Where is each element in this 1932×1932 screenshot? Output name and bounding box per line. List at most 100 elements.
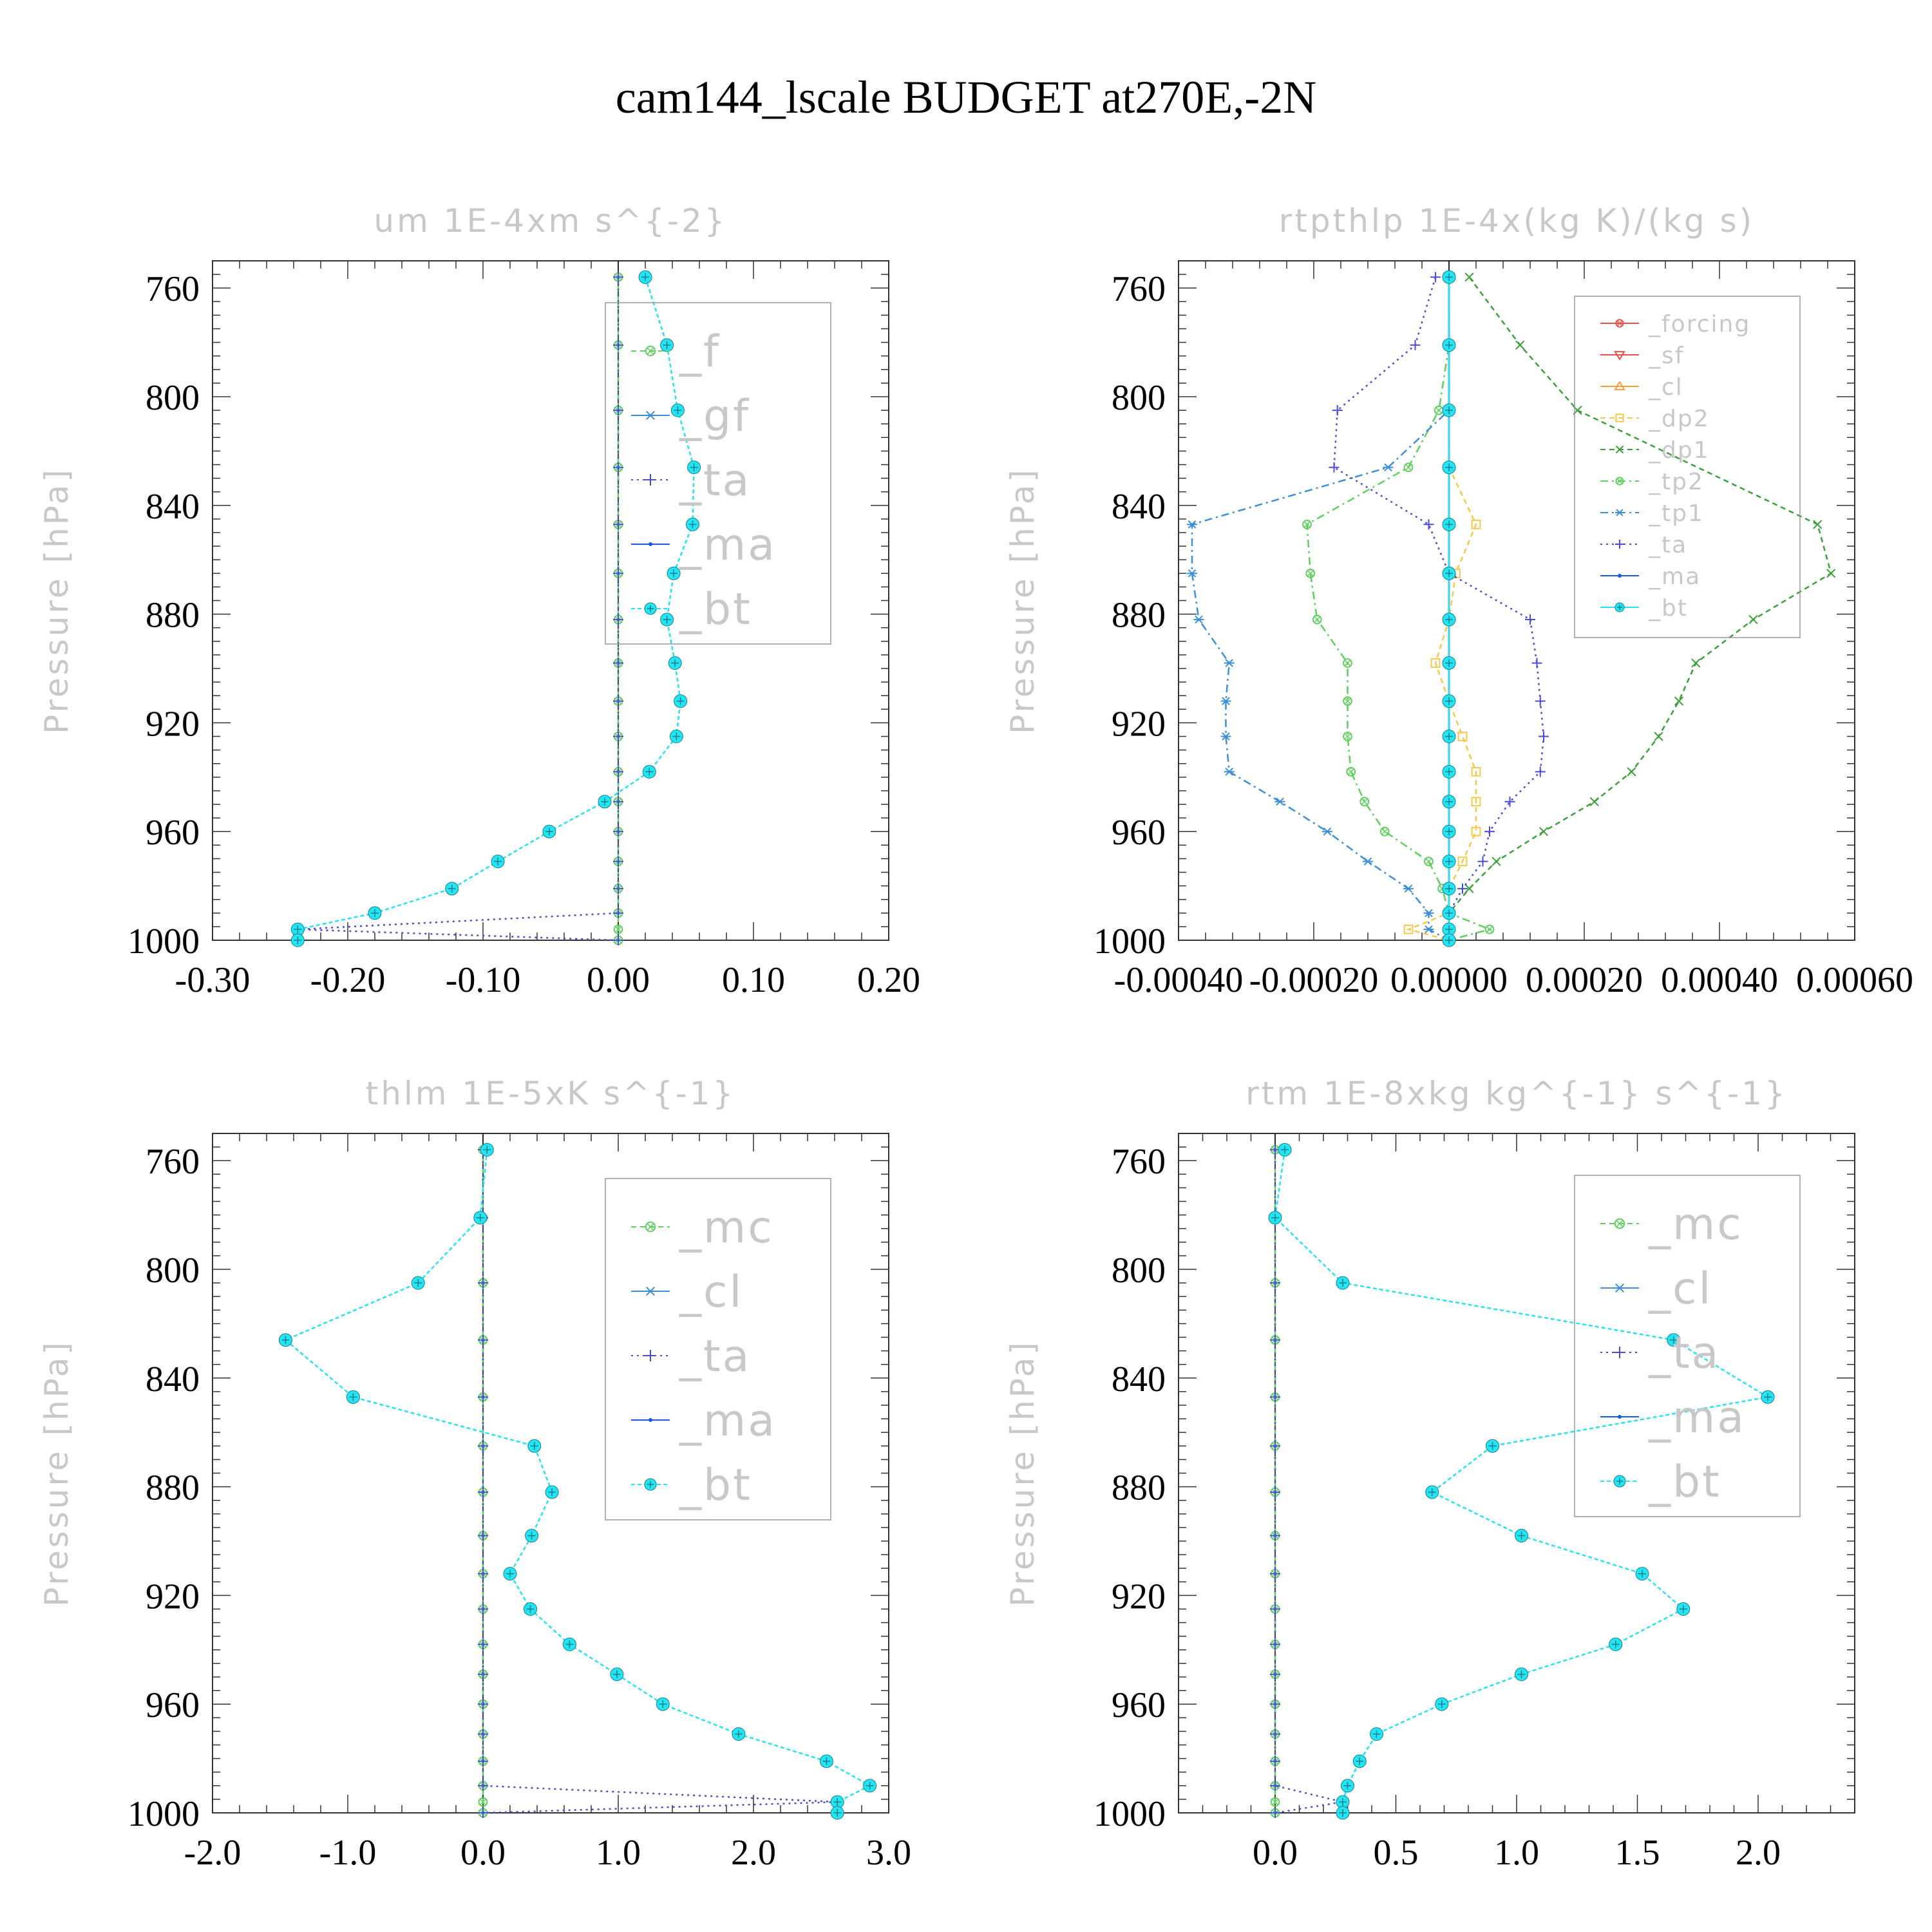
legend-label: _forcing [1648, 311, 1750, 337]
x-tick-label: 0.00020 [1526, 960, 1643, 1000]
legend-marker-ring-x2 [1616, 478, 1623, 484]
data-point-cross-b [1627, 767, 1636, 777]
series-dp1 [1444, 272, 1836, 945]
data-point-cross-b [1464, 272, 1474, 282]
data-point-ring-x2 [1347, 768, 1354, 775]
y-axis-label: Pressure [hPa] [38, 1340, 75, 1607]
legend-label: _ma [1648, 1392, 1746, 1443]
legend-marker-square [1615, 413, 1624, 422]
series-group [290, 270, 701, 947]
legend-label: _tp1 [1648, 500, 1704, 527]
legend-label: _tp2 [1648, 469, 1704, 495]
panel-title: rtpthlp 1E-4x(kg K)/(kg s) [1279, 202, 1754, 240]
data-point-star-b [1404, 884, 1413, 893]
legend-item: _dp1 [1600, 437, 1710, 464]
data-point-cross-b [1464, 884, 1474, 893]
panel-title: um 1E-4xm s^{-2} [374, 202, 727, 240]
y-tick-label: 960 [1112, 813, 1166, 853]
legend-label: _bt [1648, 1457, 1721, 1508]
legend-label: _dp1 [1648, 437, 1710, 464]
data-point-ring-x2 [1344, 697, 1351, 705]
series-bt [1268, 1142, 1775, 1820]
data-point-ring-x2 [1381, 828, 1388, 835]
data-point-star-b [1225, 659, 1234, 667]
legend-marker-cross-b [1615, 445, 1624, 454]
y-tick-label: 800 [146, 1251, 200, 1291]
data-point-star-b [1222, 732, 1230, 741]
data-point-star-b [1225, 768, 1234, 776]
panel-title: thlm 1E-5xK s^{-1} [366, 1075, 736, 1112]
series-ta [1329, 272, 1549, 945]
legend-item: _cl [1600, 374, 1683, 401]
x-tick-label: 0.20 [857, 960, 920, 1000]
data-point-ring [1270, 1797, 1280, 1807]
legend-label: _f [679, 327, 721, 377]
x-tick-label: 0.5 [1374, 1833, 1419, 1873]
data-point-square [1457, 857, 1468, 867]
data-point-ring-x2 [1303, 521, 1311, 528]
data-point-ring [1346, 766, 1356, 777]
x-tick-label: 0.00 [587, 960, 650, 1000]
data-point-ring [1302, 519, 1312, 529]
y-tick-label: 840 [1112, 1359, 1166, 1399]
y-tick-label: 960 [146, 1685, 200, 1725]
data-point-square [1471, 766, 1481, 777]
data-point-ring [478, 1797, 488, 1807]
series-group [278, 1142, 877, 1820]
data-point-ring [1424, 857, 1434, 867]
data-point-ring [1305, 568, 1316, 578]
legend-item: _cl [1600, 1264, 1712, 1314]
legend-marker-small-dot [649, 542, 652, 546]
legend-marker-star-b [645, 410, 656, 421]
data-point-ring-x2 [1307, 570, 1314, 577]
legend-label: _cl [1648, 374, 1683, 401]
x-tick-label: -0.20 [310, 960, 386, 1000]
data-point-ring [1379, 826, 1390, 837]
data-point-square [1471, 797, 1481, 807]
legend-label: _ta [679, 1331, 751, 1382]
data-point-ring-x2 [1405, 464, 1412, 471]
data-point-cross-b [1654, 732, 1663, 741]
y-tick-label: 800 [1112, 378, 1166, 418]
legend-marker-ring [645, 1221, 656, 1233]
legend-label: _ma [679, 1396, 777, 1446]
data-point-star-b [1425, 909, 1433, 918]
y-tick-label: 800 [146, 378, 200, 418]
panel-2: rtpthlp 1E-4x(kg K)/(kg s) Pressure [hPa]… [1004, 202, 1913, 1000]
data-point-square [1471, 519, 1481, 529]
x-tick-label: 0.0 [1253, 1833, 1298, 1873]
data-point-ring-x2 [1272, 1799, 1278, 1806]
legend-label: _sf [1648, 343, 1684, 369]
y-tick-label: 920 [146, 1577, 200, 1616]
x-tick-label: -0.30 [175, 960, 251, 1000]
x-tick-label: -2.0 [184, 1833, 242, 1873]
data-point-square [1430, 658, 1441, 668]
legend-label: _cl [1648, 1264, 1712, 1314]
legend-label: _cl [679, 1267, 743, 1318]
y-tick-label: 920 [1112, 1577, 1166, 1616]
legend-label: _bt [1648, 595, 1688, 621]
legend-item: _gf [631, 391, 748, 442]
legend-item: _tp1 [1600, 500, 1704, 527]
x-tick-label: 1.0 [596, 1833, 641, 1873]
y-tick-label: 960 [146, 813, 200, 853]
legend-item: _sf [1600, 343, 1684, 369]
legend-item: _ma [1600, 564, 1700, 590]
series-bt [290, 270, 701, 947]
data-point-ring [1343, 696, 1352, 706]
data-point-ring-x2 [1344, 659, 1351, 667]
legend-item: _bt [631, 584, 750, 635]
y-tick-label: 1000 [128, 1794, 200, 1834]
legend-marker-ring-x2 [647, 1223, 654, 1231]
legend-item: _ta [631, 455, 749, 506]
legend-item: _ta [1600, 532, 1687, 558]
legend-marker-ring [1614, 1218, 1625, 1229]
y-tick-label: 880 [146, 596, 200, 636]
data-point-square [1471, 826, 1481, 837]
legend-marker-ring [645, 345, 656, 357]
legend-label: _ta [1648, 532, 1687, 558]
legend-box [605, 1178, 831, 1520]
y-axis-label: Pressure [hPa] [1004, 467, 1041, 734]
series-line [284, 1150, 872, 1813]
